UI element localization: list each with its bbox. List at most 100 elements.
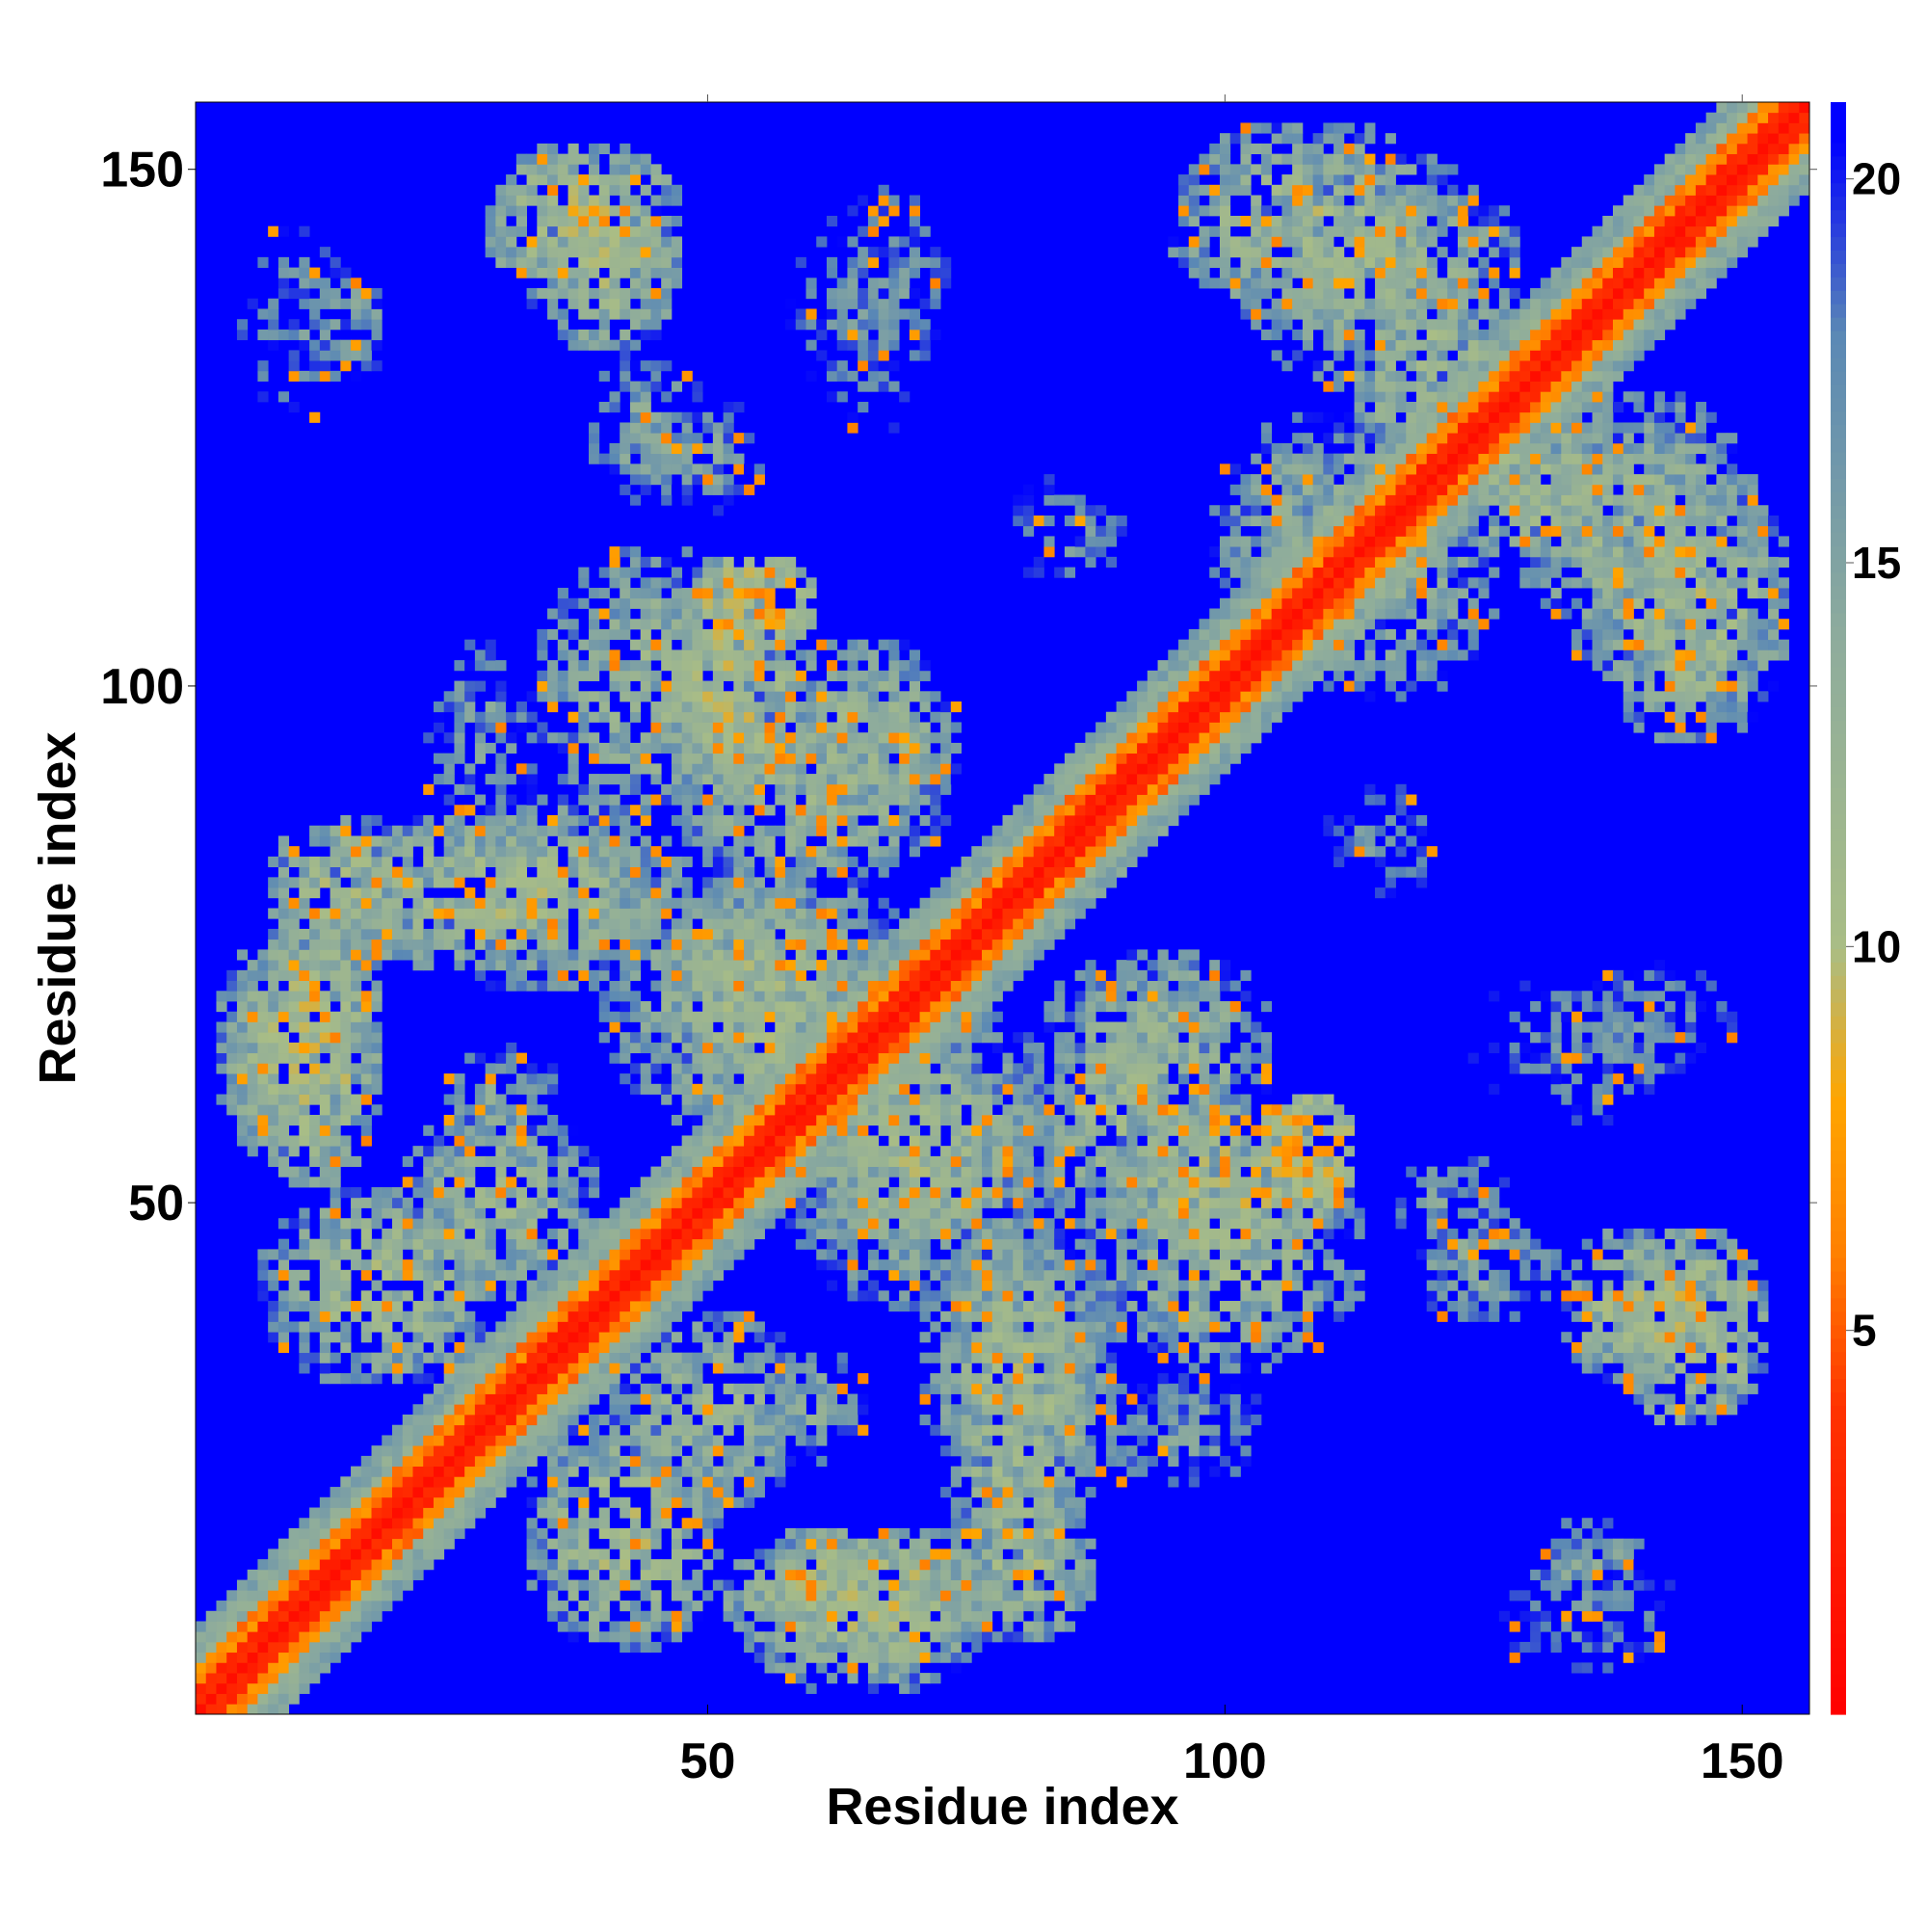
heatmap-cell (816, 1559, 828, 1571)
heatmap-cell (753, 1228, 765, 1240)
heatmap-cell (568, 225, 579, 237)
heatmap-cell (805, 1001, 817, 1013)
heatmap-cell (681, 1218, 693, 1230)
heatmap-cell (681, 619, 693, 630)
heatmap-cell (888, 247, 900, 258)
heatmap-cell (537, 1249, 548, 1260)
heatmap-cell (858, 753, 869, 764)
heatmap-cell (288, 1673, 300, 1684)
heatmap-cell (578, 1187, 590, 1199)
heatmap-cell (836, 774, 848, 785)
heatmap-cell (661, 835, 673, 847)
heatmap-cell (464, 1104, 476, 1116)
heatmap-cell (454, 1155, 465, 1167)
heatmap-cell (423, 1207, 435, 1219)
heatmap-cell (557, 1414, 568, 1426)
heatmap-cell (506, 908, 517, 919)
heatmap-cell (288, 1094, 300, 1105)
heatmap-cell (360, 1094, 372, 1105)
heatmap-cell (785, 866, 797, 878)
heatmap-cell (371, 329, 383, 341)
heatmap-cell (319, 969, 330, 981)
heatmap-cell (485, 1125, 496, 1136)
heatmap-cell (681, 1187, 693, 1199)
heatmap-cell (216, 1652, 227, 1663)
heatmap-cell (650, 247, 662, 258)
heatmap-cell (692, 722, 703, 733)
heatmap-cell (858, 1569, 869, 1580)
heatmap-cell (309, 370, 321, 382)
heatmap-cell (785, 567, 797, 578)
heatmap-cell (351, 1249, 362, 1260)
heatmap-cell (744, 1466, 755, 1477)
heatmap-cell (671, 701, 683, 713)
heatmap-cell (236, 969, 249, 981)
heatmap-cell (867, 835, 880, 847)
heatmap-cell (288, 846, 300, 858)
heatmap-cell (888, 195, 900, 206)
heatmap-cell (589, 588, 600, 599)
heatmap-cell (702, 980, 714, 992)
heatmap-cell (277, 1641, 290, 1654)
heatmap-cell (878, 1527, 889, 1540)
heatmap-cell (319, 825, 330, 836)
heatmap-cell (712, 1011, 724, 1022)
heatmap-cell (609, 184, 620, 196)
heatmap-cell (423, 949, 435, 961)
heatmap-cell (454, 732, 465, 744)
heatmap-cell (640, 1187, 651, 1199)
heatmap-cell (836, 1001, 848, 1013)
heatmap-cell (547, 1063, 559, 1074)
heatmap-cell (537, 1538, 548, 1549)
heatmap-cell (578, 1507, 590, 1519)
heatmap-cell (764, 1466, 776, 1477)
heatmap-cell (620, 1548, 631, 1560)
heatmap-cell (474, 1404, 487, 1416)
heatmap-cell (692, 763, 703, 775)
heatmap-cell (485, 1249, 496, 1260)
heatmap-cell (392, 1218, 404, 1230)
heatmap-cell (423, 1155, 435, 1167)
heatmap-cell (816, 1146, 828, 1157)
heatmap-cell (454, 1125, 465, 1136)
heatmap-cell (661, 691, 673, 702)
heatmap-cell (620, 164, 631, 175)
heatmap-cell (723, 701, 734, 713)
heatmap-cell (443, 1114, 455, 1126)
heatmap-cell (299, 1104, 310, 1116)
heatmap-cell (609, 1631, 620, 1643)
heatmap-cell (899, 742, 911, 754)
heatmap-cell (702, 1135, 714, 1147)
heatmap-cell (753, 1011, 765, 1022)
heatmap-cell (629, 1310, 642, 1322)
heatmap-cell (454, 897, 465, 909)
heatmap-cell (733, 628, 745, 641)
heatmap-cell (702, 711, 714, 723)
heatmap-cell (805, 649, 817, 661)
heatmap-cell (506, 1280, 517, 1291)
heatmap-cell (474, 1496, 487, 1508)
heatmap-cell (650, 1414, 662, 1426)
heatmap-cell (371, 1487, 383, 1498)
heatmap-cell (888, 1135, 900, 1147)
heatmap-cell (464, 897, 476, 909)
heatmap-cell (402, 866, 413, 878)
heatmap-cell (423, 1518, 435, 1529)
heatmap-cell (309, 1610, 321, 1622)
heatmap-cell (340, 991, 352, 1002)
heatmap-cell (330, 1269, 341, 1281)
heatmap-cell (309, 1052, 321, 1064)
heatmap-cell (867, 969, 880, 981)
heatmap-cell (671, 960, 683, 971)
heatmap-cell (629, 1579, 642, 1591)
heatmap-cell (216, 1052, 227, 1064)
heatmap-cell (671, 381, 683, 392)
heatmap-cell (620, 949, 631, 961)
heatmap-cell (867, 1610, 880, 1622)
heatmap-cell (858, 1404, 869, 1416)
heatmap-cell (351, 1114, 362, 1126)
heatmap-cell (878, 980, 889, 992)
heatmap-cell (598, 1590, 610, 1601)
heatmap-cell (299, 1518, 310, 1529)
